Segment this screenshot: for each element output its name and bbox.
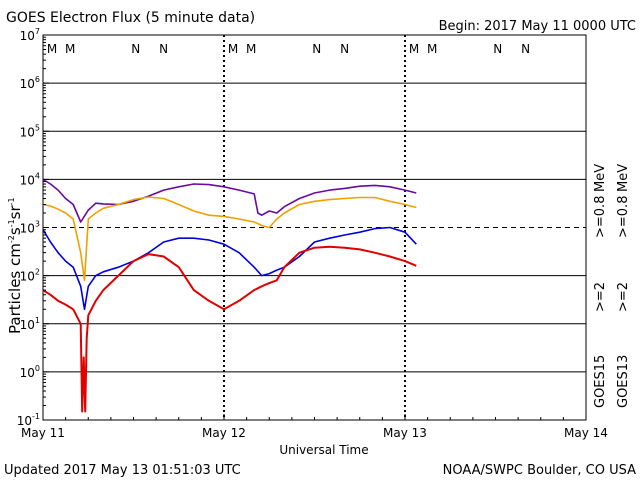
legend-entry: MeV <box>593 164 608 192</box>
y-tick-label: 101 <box>20 316 40 332</box>
chart-title: GOES Electron Flux (5 minute data) <box>6 10 255 26</box>
grid-lines <box>43 82 586 373</box>
series-group <box>42 178 417 413</box>
mn-marker-label: M <box>427 42 437 56</box>
mn-marker-label: M <box>47 42 57 56</box>
x-axis-ticks: May 11 May 12 May 13 May 14 <box>21 414 608 440</box>
mn-marker-label: M <box>246 42 256 56</box>
x-tick-label: May 13 <box>383 426 427 440</box>
legend-entry: >=0.8 <box>616 196 631 238</box>
y-tick-label: 105 <box>20 123 40 139</box>
series-line <box>42 196 417 282</box>
updated-timestamp: Updated 2017 May 13 01:51:03 UTC <box>4 463 241 478</box>
mn-marker-label: N <box>340 42 349 56</box>
legend-entry: MeV <box>616 164 631 192</box>
mn-marker-label: M <box>65 42 75 56</box>
mn-marker-label: N <box>493 42 502 56</box>
legend-entry: >=2 <box>616 282 631 312</box>
y-tick-label: 10-1 <box>17 412 40 428</box>
legend: GOES15 >=2 >=0.8 MeV GOES13 >=2 >=0.8 MeV <box>593 164 631 408</box>
credit-text: NOAA/SWPC Boulder, CO USA <box>443 463 636 478</box>
series-line <box>42 226 417 311</box>
x-axis-label: Universal Time <box>279 443 368 457</box>
legend-entry: >=2 <box>593 282 608 312</box>
mn-marker-label: N <box>521 42 530 56</box>
y-tick-label: 107 <box>20 27 40 43</box>
legend-entry: >=0.8 <box>593 196 608 238</box>
legend-entry: GOES15 <box>593 355 608 408</box>
y-axis-label: Particles cm-2s-1sr-1 <box>6 197 24 334</box>
series-line <box>42 245 417 413</box>
mn-marker-label: N <box>131 42 140 56</box>
y-tick-label: 106 <box>20 75 40 91</box>
x-tick-label: May 11 <box>21 426 65 440</box>
x-tick-label: May 12 <box>202 426 246 440</box>
day-markers <box>223 35 406 420</box>
y-tick-label: 104 <box>20 171 40 187</box>
mn-marker-label: N <box>159 42 168 56</box>
begin-label: Begin: 2017 May 11 0000 UTC <box>439 19 636 34</box>
x-tick-label: May 14 <box>564 426 608 440</box>
y-tick-label: 102 <box>20 268 40 284</box>
mn-marker-label: M <box>228 42 238 56</box>
mn-marker-label: M <box>409 42 419 56</box>
mn-marker-label: N <box>312 42 321 56</box>
y-axis-ticks: 10-1 100 101 102 103 104 105 106 107 <box>17 27 49 428</box>
legend-entry: GOES13 <box>616 355 631 408</box>
series-line <box>42 178 417 223</box>
y-tick-label: 103 <box>20 220 40 236</box>
y-tick-label: 100 <box>20 364 40 380</box>
